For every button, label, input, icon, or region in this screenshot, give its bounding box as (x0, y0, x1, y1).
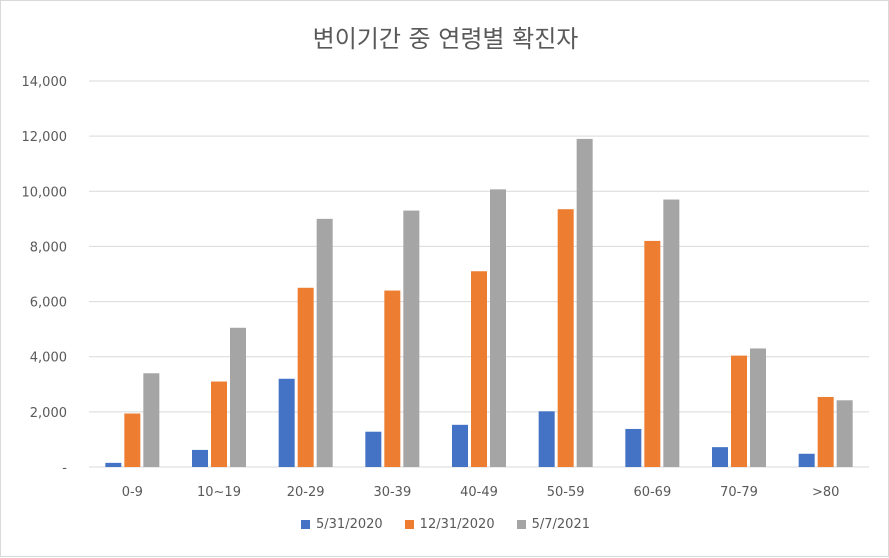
x-tick-label: 10~19 (197, 485, 241, 500)
bar-2-0 (143, 373, 160, 467)
legend-label-series-1: 12/31/2020 (419, 517, 495, 532)
legend-label-series-0: 5/31/2020 (316, 517, 383, 532)
legend-swatch-series-1 (404, 520, 414, 529)
bar-0-5 (538, 411, 555, 467)
bar-1-1 (211, 381, 227, 467)
bar-1-6 (644, 240, 661, 467)
y-tick-label: 10,000 (22, 185, 68, 200)
bar-2-6 (663, 199, 680, 468)
x-tick-label: 60-69 (633, 485, 671, 500)
legend-item-series-2: 5/7/2021 (516, 517, 590, 532)
bar-0-7 (712, 447, 728, 467)
bar-1-4 (471, 271, 487, 467)
y-tick-label: 14,000 (22, 75, 68, 90)
legend-swatch-series-2 (516, 520, 526, 529)
bar-1-2 (297, 287, 314, 467)
bar-1-3 (384, 290, 401, 467)
x-tick-label: 70-79 (720, 485, 758, 500)
x-tick-label: 30-39 (373, 485, 411, 500)
y-tick-label: 6,000 (30, 296, 67, 311)
chart-legend: 5/31/2020 12/31/2020 5/7/2021 (1, 517, 889, 532)
bar-0-0 (105, 462, 122, 467)
bar-0-4 (452, 424, 468, 467)
bar-0-8 (798, 453, 815, 467)
legend-item-series-0: 5/31/2020 (301, 517, 383, 532)
x-tick-label: 20-29 (287, 485, 325, 500)
bar-0-6 (625, 428, 642, 467)
bar-1-7 (731, 355, 747, 467)
y-tick-label: 4,000 (30, 351, 67, 366)
bar-1-0 (124, 413, 141, 467)
chart-title: 변이기간 중 연령별 확진자 (312, 25, 579, 53)
bar-1-5 (557, 209, 574, 467)
bar-0-3 (365, 431, 382, 467)
bar-1-8 (817, 396, 834, 467)
y-tick-label: 2,000 (30, 406, 67, 421)
bar-2-1 (230, 327, 246, 467)
bar-2-7 (750, 348, 766, 467)
x-tick-label: >80 (812, 485, 839, 500)
bar-2-8 (836, 400, 853, 467)
bar-0-1 (192, 449, 208, 467)
x-tick-label: 50-59 (547, 485, 585, 500)
y-tick-label: 12,000 (22, 130, 68, 145)
y-tick-label: 8,000 (30, 240, 67, 255)
legend-label-series-2: 5/7/2021 (531, 517, 590, 532)
x-tick-label: 40-49 (460, 485, 498, 500)
bar-0-2 (278, 378, 295, 467)
legend-swatch-series-0 (301, 520, 310, 529)
y-tick-label: - (62, 461, 67, 476)
bar-2-2 (316, 218, 333, 467)
bar-2-3 (403, 210, 420, 468)
bar-2-4 (490, 189, 506, 467)
legend-item-series-1: 12/31/2020 (404, 517, 495, 532)
bar-2-5 (576, 138, 593, 467)
x-tick-label: 0-9 (122, 485, 143, 500)
